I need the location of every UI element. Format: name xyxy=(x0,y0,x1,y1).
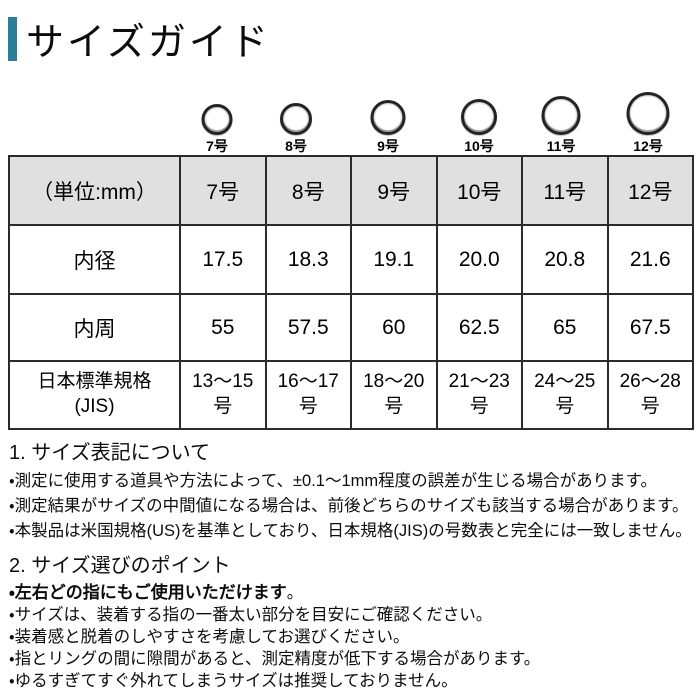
ring-icon xyxy=(626,92,670,135)
section2-heading: 2. サイズ選びのポイント xyxy=(9,555,231,577)
notes-section: 1. サイズ表記について ・測定に使用する道具や方法によって、±0.1〜1mm程… xyxy=(9,438,697,692)
value-cell: 16〜17 号 xyxy=(264,360,352,430)
ring-illustration: 12号 xyxy=(626,92,670,154)
table-header-row: （単位:mm） 7号 8号 9号 10号 11号 12号 xyxy=(8,155,694,226)
value-cell: 20.8 xyxy=(521,224,609,295)
inner-circumference-row: 内周 55 57.5 60 62.5 65 67.5 xyxy=(8,293,694,362)
ring-label: 9号 xyxy=(377,138,399,154)
ring-label: 8号 xyxy=(285,138,307,154)
inner-diameter-row: 内径 17.5 18.3 19.1 20.0 20.8 21.6 xyxy=(8,224,694,295)
bold-note-text: ・左右どの指にもご使用いただけます xyxy=(9,583,287,602)
value-cell: 65 xyxy=(521,293,609,362)
value-cell: 18〜20 号 xyxy=(350,360,438,430)
ring-illustration: 11号 xyxy=(541,96,581,154)
row-label-cell: 日本標準規格 (JIS) xyxy=(8,360,181,430)
bold-note-tail: 。 xyxy=(286,584,304,602)
note-bullet-bold: ・左右どの指にもご使用いただけます。 xyxy=(9,582,697,604)
ring-illustrations: 7号 8号 9号 10号 11号 12号 xyxy=(0,82,700,154)
value-cell: 26〜28 号 xyxy=(606,360,694,430)
ring-icon xyxy=(370,100,406,135)
size-column-header: 9号 xyxy=(350,155,438,226)
size-column-header: 12号 xyxy=(606,155,694,226)
note-bullet: ・装着感と脱着のしやすさを考慮してお選びください。 xyxy=(9,628,410,646)
note-bullet: ・測定結果がサイズの中間値になる場合は、前後どちらのサイズも該当する場合がありま… xyxy=(9,497,689,515)
section1-bullet-list: ・測定に使用する道具や方法によって、±0.1〜1mm程度の誤差が生じる場合があり… xyxy=(9,469,697,544)
page-header: サイズガイド xyxy=(8,11,271,66)
ring-illustration: 9号 xyxy=(370,100,406,154)
ring-illustration: 10号 xyxy=(461,99,497,154)
value-cell: 19.1 xyxy=(350,224,438,295)
section2-bullet-list: ・左右どの指にもご使用いただけます。 ・サイズは、装着する指の一番太い部分を目安… xyxy=(9,582,697,692)
value-cell: 24〜25 号 xyxy=(521,360,609,430)
ring-label: 12号 xyxy=(633,138,663,154)
note-bullet: ・指とリングの間に隙間があると、測定精度が低下する場合があります。 xyxy=(9,650,541,668)
row-label-cell: 内径 xyxy=(8,224,181,295)
size-table: （単位:mm） 7号 8号 9号 10号 11号 12号 内径 17.5 18.… xyxy=(8,155,694,430)
ring-label: 10号 xyxy=(464,138,494,154)
size-column-header: 11号 xyxy=(521,155,609,226)
size-column-header: 7号 xyxy=(179,155,267,226)
ring-illustration: 8号 xyxy=(280,103,312,154)
section1-heading: 1. サイズ表記について xyxy=(9,442,211,464)
value-cell: 21〜23 号 xyxy=(435,360,523,430)
note-bullet: ・本製品は米国規格(US)を基準としており、日本規格(JIS)の号数表と完全には… xyxy=(9,522,692,540)
note-bullet: ・測定に使用する道具や方法によって、±0.1〜1mm程度の誤差が生じる場合があり… xyxy=(9,472,657,490)
unit-header-cell: （単位:mm） xyxy=(8,155,181,226)
jis-standard-row: 日本標準規格 (JIS) 13〜15 号 16〜17 号 18〜20 号 21〜… xyxy=(8,360,694,430)
title-accent-bar xyxy=(8,16,17,61)
value-cell: 17.5 xyxy=(179,224,267,295)
page-title: サイズガイド xyxy=(26,22,271,64)
ring-label: 7号 xyxy=(206,138,228,154)
value-cell: 67.5 xyxy=(606,293,694,362)
value-cell: 62.5 xyxy=(435,293,523,362)
value-cell: 21.6 xyxy=(606,224,694,295)
row-label-cell: 内周 xyxy=(8,293,181,362)
note-bullet: ・サイズは、装着する指の一番太い部分を目安にご確認ください。 xyxy=(9,606,493,624)
ring-icon xyxy=(461,99,497,135)
size-column-header: 8号 xyxy=(264,155,352,226)
ring-icon xyxy=(541,96,581,135)
ring-icon xyxy=(201,104,233,135)
ring-label: 11号 xyxy=(546,138,576,154)
value-cell: 60 xyxy=(350,293,438,362)
value-cell: 55 xyxy=(179,293,267,362)
note-bullet: ・ゆるすぎてすぐ外れてしまうサイズは推奨しておりません。 xyxy=(9,672,458,690)
size-column-header: 10号 xyxy=(435,155,523,226)
value-cell: 13〜15 号 xyxy=(179,360,267,430)
value-cell: 20.0 xyxy=(435,224,523,295)
value-cell: 57.5 xyxy=(264,293,352,362)
ring-icon xyxy=(280,103,312,135)
ring-illustration: 7号 xyxy=(201,104,233,154)
value-cell: 18.3 xyxy=(264,224,352,295)
